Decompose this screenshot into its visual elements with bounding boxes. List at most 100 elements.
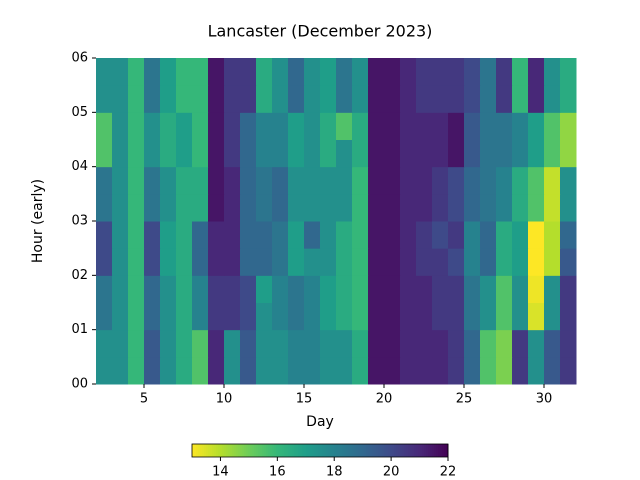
heatmap-cell <box>208 193 225 222</box>
heatmap-cell <box>240 85 257 113</box>
colorbar-segment <box>378 444 381 457</box>
heatmap-cell <box>448 139 465 168</box>
heatmap-cell <box>496 329 513 358</box>
colorbar-segment <box>328 444 331 457</box>
heatmap-cell <box>112 248 129 276</box>
heatmap-cell <box>560 275 577 303</box>
heatmap-cell <box>128 221 145 249</box>
heatmap-cell <box>528 221 545 249</box>
heatmap-cell <box>176 112 193 140</box>
colorbar-segment <box>420 444 423 457</box>
heatmap-cell <box>544 139 561 168</box>
heatmap-cell <box>336 356 353 385</box>
x-tick-label: 25 <box>456 392 473 407</box>
heatmap-cell <box>272 112 289 140</box>
heatmap-cell <box>496 85 513 113</box>
heatmap-cell <box>288 85 305 113</box>
colorbar-segment <box>418 444 421 457</box>
heatmap-cell <box>208 356 225 385</box>
colorbar-segment <box>428 444 431 457</box>
heatmap-cell <box>96 275 113 303</box>
heatmap-cell <box>400 85 417 113</box>
colorbar-segment <box>258 444 261 457</box>
colorbar-segment <box>298 444 301 457</box>
colorbar-segment <box>352 444 355 457</box>
colorbar-segment <box>306 444 309 457</box>
heatmap-cell <box>368 329 385 358</box>
colorbar-segment <box>320 444 323 457</box>
colorbar-segment <box>248 444 251 457</box>
heatmap-cell <box>240 221 257 249</box>
heatmap-cell <box>208 85 225 113</box>
colorbar-segment <box>312 444 315 457</box>
y-tick-label: 00 <box>71 377 88 392</box>
colorbar-segment <box>222 444 225 457</box>
heatmap-cell <box>448 166 465 195</box>
colorbar-segment <box>382 444 385 457</box>
heatmap-cell <box>288 302 305 331</box>
heatmap-cell <box>192 193 209 222</box>
heatmap-cell <box>528 275 545 303</box>
colorbar-segment <box>340 444 343 457</box>
colorbar-segment <box>370 444 373 457</box>
heatmap-cell <box>240 58 257 86</box>
heatmap-cell <box>176 166 193 195</box>
colorbar-segment <box>290 444 293 457</box>
heatmap-cell <box>288 248 305 276</box>
colorbar-tick-label: 20 <box>383 465 400 480</box>
x-tick-label: 30 <box>536 392 553 407</box>
heatmap-cell <box>320 329 337 358</box>
colorbar-segment <box>268 444 271 457</box>
colorbar-segment <box>286 444 289 457</box>
colorbar-segment <box>284 444 287 457</box>
colorbar-segment <box>254 444 257 457</box>
heatmap-cell <box>304 112 321 140</box>
heatmap-cell <box>448 58 465 86</box>
heatmap-cell <box>112 112 129 140</box>
heatmap-cell <box>544 329 561 358</box>
colorbar-segment <box>440 444 443 457</box>
heatmap-cell <box>240 356 257 385</box>
heatmap-cell <box>160 356 177 385</box>
heatmap-cell <box>528 248 545 276</box>
heatmap-cell <box>176 139 193 168</box>
heatmap-cell <box>336 85 353 113</box>
heatmap-cell <box>192 248 209 276</box>
heatmap-cell <box>160 85 177 113</box>
heatmap-cell <box>544 166 561 195</box>
heatmap-cell <box>144 221 161 249</box>
heatmap-cell <box>496 112 513 140</box>
heatmap-cell <box>160 112 177 140</box>
heatmap-cell <box>496 166 513 195</box>
colorbar-segment <box>342 444 345 457</box>
heatmap-cell <box>192 139 209 168</box>
heatmap-cell <box>192 302 209 331</box>
colorbar-segment <box>194 444 197 457</box>
colorbar-segment <box>334 444 337 457</box>
colorbar-segment <box>406 444 409 457</box>
heatmap-cell <box>208 139 225 168</box>
colorbar-segment <box>266 444 269 457</box>
heatmap-cell <box>160 329 177 358</box>
heatmap-cell <box>496 58 513 86</box>
colorbar: 14 16 18 20 22 <box>191 443 456 480</box>
heatmap-cell <box>96 112 113 140</box>
heatmap <box>96 58 577 385</box>
heatmap-cell <box>496 248 513 276</box>
heatmap-cell <box>256 275 273 303</box>
heatmap-cell <box>128 166 145 195</box>
x-axis-label: Day <box>306 414 334 430</box>
colorbar-segment <box>388 444 391 457</box>
heatmap-cell <box>240 329 257 358</box>
heatmap-cell <box>272 275 289 303</box>
heatmap-cell <box>176 329 193 358</box>
heatmap-cell <box>400 139 417 168</box>
heatmap-cell <box>480 85 497 113</box>
heatmap-cell <box>112 58 129 86</box>
heatmap-cell <box>368 166 385 195</box>
colorbar-segment <box>434 444 437 457</box>
colorbar-segment <box>196 444 199 457</box>
heatmap-cell <box>432 302 449 331</box>
heatmap-cell <box>208 166 225 195</box>
heatmap-cell <box>560 58 577 86</box>
